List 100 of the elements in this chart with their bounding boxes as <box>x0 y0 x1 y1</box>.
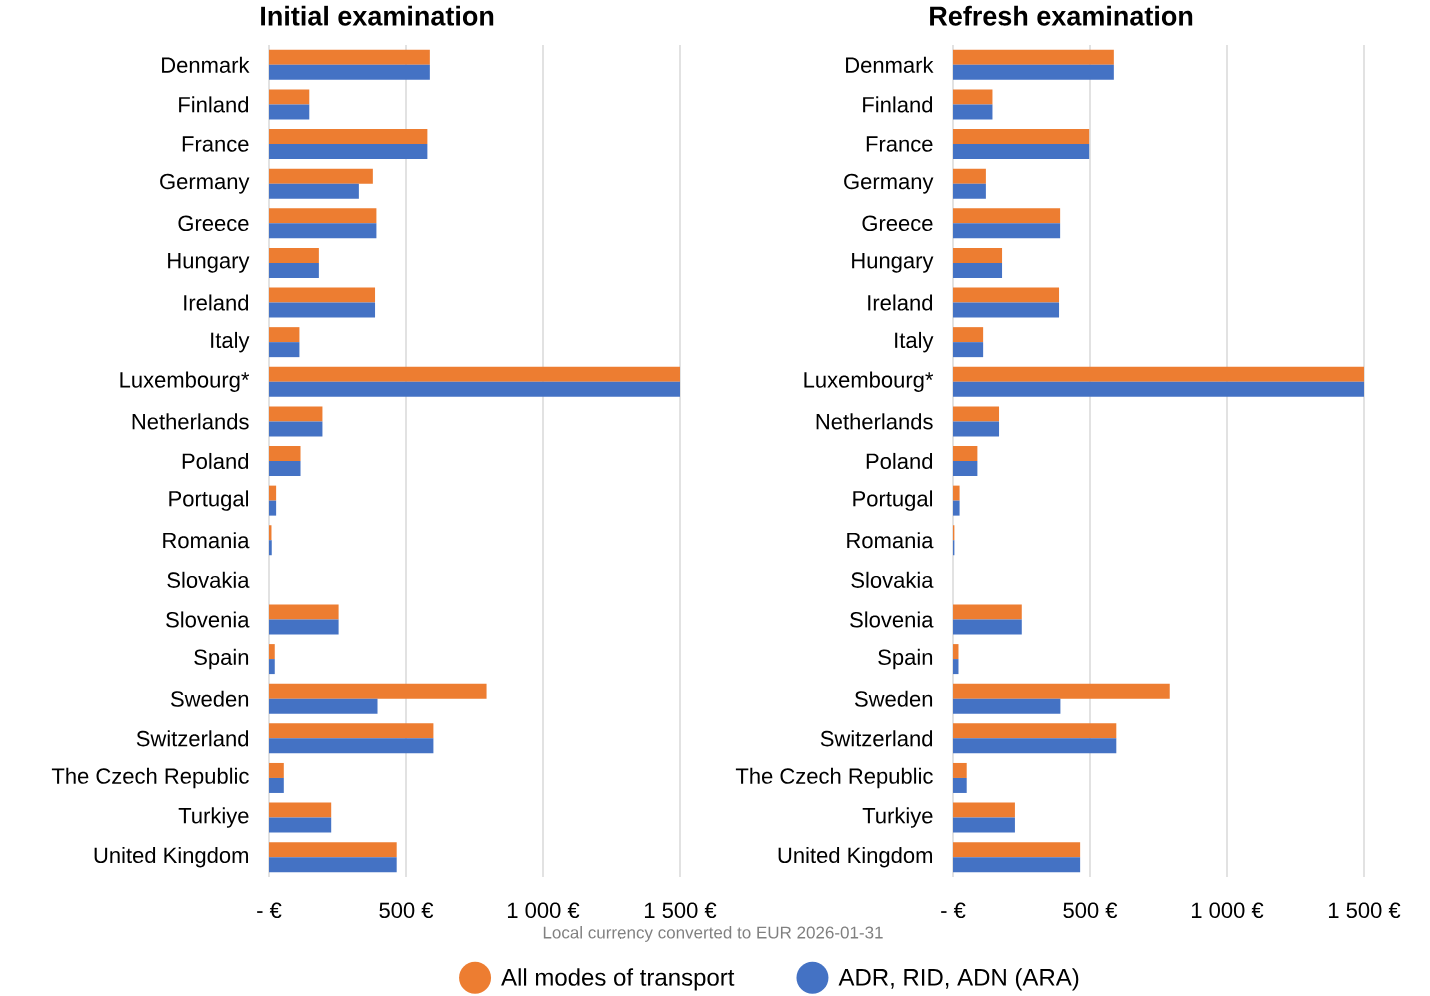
bar <box>953 683 1170 699</box>
bar <box>953 778 967 794</box>
bar <box>269 857 397 873</box>
bar <box>953 381 1365 397</box>
bar <box>269 144 428 160</box>
y-tick-label: Spain <box>194 649 249 670</box>
y-tick-label: Luxembourg* <box>804 371 934 393</box>
bar <box>953 223 1061 239</box>
bar <box>953 248 1003 264</box>
bar <box>269 381 681 397</box>
bar <box>269 485 277 501</box>
bar <box>269 64 430 80</box>
bar <box>269 500 277 516</box>
bar <box>953 644 959 660</box>
y-tick-label: Netherlands <box>816 413 933 430</box>
bar <box>269 619 339 635</box>
bar <box>953 208 1061 224</box>
y-tick-label: Greece <box>862 215 933 232</box>
bar <box>269 763 284 779</box>
y-tick-label: Italy <box>895 332 934 353</box>
bar <box>953 64 1114 80</box>
bar <box>953 168 986 184</box>
y-tick-label: Netherlands <box>132 413 249 430</box>
bar <box>953 659 959 675</box>
bar <box>269 778 284 794</box>
bar <box>269 817 332 833</box>
chart-title: Refresh examination <box>930 5 1193 26</box>
y-tick-label: Poland <box>866 453 933 470</box>
y-tick-label: Sweden <box>854 690 933 707</box>
x-tick-label: 1 000 € <box>1191 902 1264 919</box>
bar <box>953 817 1015 833</box>
bar <box>953 89 993 105</box>
bar <box>953 327 984 343</box>
y-tick-label: Luxembourg* <box>120 371 250 393</box>
x-tick-label: 500 € <box>1063 902 1118 919</box>
y-tick-label: Sweden <box>170 690 249 707</box>
bar <box>269 49 430 65</box>
bar <box>953 49 1114 65</box>
bar <box>953 738 1117 754</box>
y-tick-label: Romania <box>163 532 250 549</box>
bar <box>269 802 332 818</box>
x-tick-label: 1 500 € <box>1328 902 1401 919</box>
y-tick-label: United Kingdom <box>94 847 248 868</box>
bar <box>953 723 1117 739</box>
y-tick-label: Ireland <box>184 294 249 311</box>
bar <box>953 763 967 779</box>
bar <box>269 248 319 264</box>
bar <box>269 446 301 462</box>
y-tick-label: United Kingdom <box>778 847 932 868</box>
bar <box>953 446 978 462</box>
y-tick-label: The Czech Republic <box>51 767 249 789</box>
x-tick-label: - € <box>941 902 966 919</box>
bar <box>953 342 984 358</box>
bar <box>269 89 310 105</box>
y-tick-label: Slovenia <box>850 611 934 628</box>
bar <box>953 263 1003 279</box>
chart-title: Initial examination <box>261 5 494 26</box>
x-tick-label: 500 € <box>379 902 434 919</box>
y-tick-label: Slovakia <box>851 571 934 589</box>
bar <box>269 183 359 199</box>
bar <box>269 129 428 145</box>
bar <box>269 327 300 343</box>
y-tick-label: Spain <box>878 649 933 670</box>
bar <box>269 168 373 184</box>
bar <box>269 540 272 556</box>
bar <box>269 302 376 318</box>
bar <box>953 421 1000 437</box>
y-tick-label: Switzerland <box>136 730 249 747</box>
bar <box>953 619 1022 635</box>
text: Local currency converted to EUR 2026-01-31 <box>543 926 883 943</box>
bar <box>269 104 310 120</box>
bar <box>269 842 397 858</box>
y-tick-label: Finland <box>179 96 249 113</box>
bar <box>953 129 1090 145</box>
bar <box>953 144 1090 160</box>
y-tick-label: Poland <box>182 453 249 470</box>
legend-label: All modes of transport <box>501 968 735 991</box>
bar <box>269 406 323 422</box>
y-tick-label: Germany <box>160 173 250 194</box>
bar <box>269 461 301 477</box>
bar <box>953 461 978 477</box>
bar <box>953 604 1022 620</box>
y-tick-label: Germany <box>844 173 934 194</box>
y-tick-label: Switzerland <box>820 730 933 747</box>
bar <box>953 842 1081 858</box>
bar <box>953 104 993 120</box>
y-tick-label: Finland <box>863 96 933 113</box>
bar <box>953 366 1365 382</box>
bar <box>953 406 1000 422</box>
y-tick-label: Greece <box>178 215 249 232</box>
bar <box>269 287 376 303</box>
y-tick-label: Turkiye <box>862 807 933 828</box>
y-tick-label: Hungary <box>168 253 250 273</box>
bar <box>269 659 275 675</box>
y-tick-label: Denmark <box>846 56 934 74</box>
bar <box>269 604 339 620</box>
bar <box>953 485 960 501</box>
bar <box>953 857 1081 873</box>
x-tick-label: 1 500 € <box>644 902 717 919</box>
y-tick-label: Turkiye <box>178 807 249 828</box>
